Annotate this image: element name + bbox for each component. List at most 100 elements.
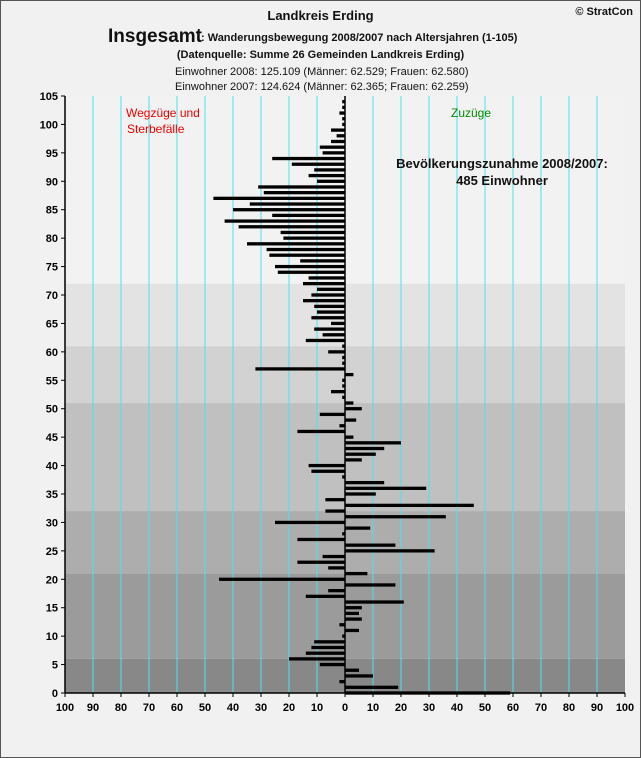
chart-heading: Insgesamt [108,26,202,47]
bar-age-46 [297,429,345,434]
bar-age-79 [247,242,345,246]
right-side-label: Zuzüge [451,106,491,120]
x-tick-label: 80 [563,702,575,714]
x-tick-label: 50 [479,702,491,714]
bar-age-43 [345,446,385,451]
x-tick-label: 60 [507,702,519,714]
bar-age-29 [345,526,371,530]
bar-age-103 [342,105,345,110]
y-tick-label: 10 [46,631,58,643]
left-side-label: Sterbefälle [127,122,185,136]
bar-age-61 [342,344,345,348]
bar-age-4 [345,668,359,672]
chart-title: Landkreis Erding [267,8,374,23]
bar-age-82 [238,225,345,229]
x-tick-label: 80 [115,702,127,714]
y-tick-label: 70 [46,290,58,302]
bar-age-14 [345,611,359,616]
y-tick-label: 90 [46,176,58,188]
bar-age-7 [305,651,345,655]
bar-age-16 [345,600,404,604]
y-tick-label: 105 [40,91,58,103]
y-tick-label: 95 [46,148,58,160]
bar-age-89 [258,185,345,189]
population-growth-annotation: Bevölkerungszunahme 2008/2007: [396,156,608,171]
y-tick-label: 50 [46,404,58,416]
bar-age-75 [275,264,345,269]
bar-age-100 [342,122,345,127]
bar-age-38 [342,475,345,479]
y-tick-label: 5 [52,660,58,672]
bar-age-6 [289,657,345,661]
bar-age-97 [331,139,345,144]
bar-age-104 [342,100,345,104]
bar-age-49 [319,412,345,417]
bar-age-76 [300,259,345,263]
y-tick-label: 60 [46,347,58,359]
bar-age-13 [345,617,362,621]
bar-age-70 [311,293,345,297]
bar-age-80 [283,236,345,240]
bar-age-99 [331,128,345,132]
bar-age-26 [345,543,396,547]
bar-age-57 [255,367,345,371]
bar-age-30 [275,520,345,525]
bar-age-71 [317,287,345,291]
y-tick-label: 25 [46,546,58,558]
bar-age-86 [249,202,345,206]
bar-age-58 [342,361,345,365]
bar-age-42 [345,452,376,456]
x-tick-label: 40 [227,702,239,714]
bar-age-28 [342,532,345,536]
y-tick-label: 40 [46,461,58,473]
population-growth-value: 485 Einwohner [456,173,548,188]
bar-age-66 [311,316,345,320]
bar-age-40 [308,463,345,468]
bar-age-84 [272,213,345,218]
x-tick-label: 10 [311,702,323,714]
bar-age-23 [297,560,345,564]
bar-age-12 [339,623,345,627]
bar-age-72 [303,281,345,286]
bar-age-52 [342,395,345,399]
left-side-label: Wegzüge und [126,106,200,120]
x-tick-label: 90 [87,702,99,714]
bar-age-10 [342,634,345,638]
x-tick-label: 30 [423,702,435,714]
bar-age-96 [319,145,345,149]
bar-age-60 [328,350,345,354]
bar-age-54 [342,384,345,388]
bar-age-5 [319,662,345,667]
bar-age-90 [317,179,345,183]
bar-age-69 [303,299,345,303]
y-tick-label: 0 [52,688,58,700]
bar-age-51 [345,401,354,405]
x-tick-label: 100 [56,702,74,714]
bar-age-44 [345,441,401,445]
bar-age-98 [336,134,345,138]
bar-age-37 [345,480,385,485]
bar-age-101 [342,117,345,121]
y-tick-label: 55 [46,375,58,387]
y-tick-label: 65 [46,318,58,330]
bar-age-78 [266,247,345,252]
bar-age-33 [345,503,474,508]
x-tick-label: 100 [616,702,634,714]
bar-age-3 [345,674,373,678]
bar-age-48 [345,418,357,422]
bar-age-50 [345,407,362,411]
bar-age-94 [272,156,345,161]
residents-2008-note: Einwohner 2008: 125.109 (Männer: 62.529;… [175,66,469,78]
bar-age-34 [325,498,345,502]
x-tick-label: 70 [535,702,547,714]
bar-age-64 [314,327,345,331]
bar-age-88 [263,191,345,195]
bar-age-32 [325,509,345,513]
bar-age-24 [322,554,345,559]
bar-age-19 [345,583,396,587]
bar-age-35 [345,492,376,496]
data-source-note: (Datenquelle: Summe 26 Gemeinden Landkre… [176,49,465,61]
bar-age-20 [219,577,345,581]
bar-age-11 [345,628,359,633]
